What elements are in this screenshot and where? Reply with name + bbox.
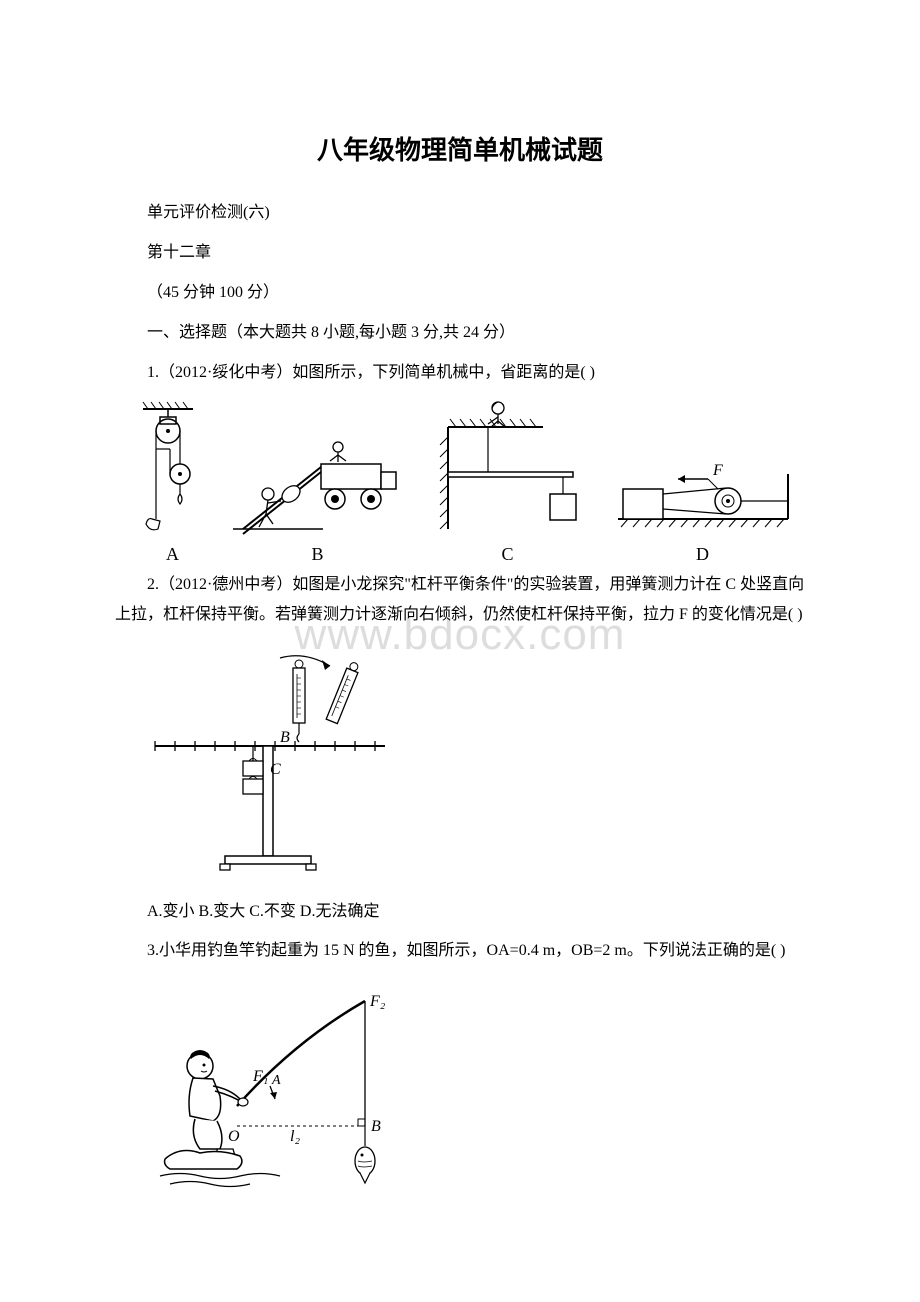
- svg-text:F₂: F₂: [369, 993, 386, 1010]
- q3-figure: F₂ B l₂ O F₁ A: [145, 981, 805, 1206]
- chapter-label: 第十二章: [115, 237, 805, 269]
- svg-text:O: O: [228, 1128, 240, 1145]
- q1-figures: A: [125, 399, 805, 565]
- section-header: 一、选择题（本大题共 8 小题,每小题 3 分,共 24 分）: [115, 317, 805, 349]
- q1-label-d: D: [696, 544, 709, 565]
- svg-text:F₁: F₁: [252, 1068, 268, 1085]
- svg-text:l₂: l₂: [290, 1128, 300, 1145]
- q2-text: 2.（2012·德州中考）如图是小龙探究"杠杆平衡条件"的实验装置，用弹簧测力计…: [115, 570, 805, 631]
- q1-figure-d: F: [613, 459, 793, 565]
- q1-label-c: C: [501, 544, 513, 565]
- svg-text:B: B: [371, 1118, 381, 1135]
- q1-d-force-label: F: [712, 462, 723, 479]
- subtitle: 单元评价检测(六): [115, 197, 805, 229]
- q2-options: A.变小 B.变大 C.不变 D.无法确定: [115, 896, 805, 928]
- q1-figure-b: B: [233, 429, 403, 565]
- q1-figure-c: C: [428, 399, 588, 565]
- duration-label: （45 分钟 100 分）: [115, 277, 805, 309]
- svg-text:C: C: [270, 761, 281, 778]
- q1-label-a: A: [166, 544, 179, 565]
- q1-text: 1.（2012·绥化中考）如图所示，下列简单机械中，省距离的是( ): [115, 357, 805, 389]
- q2-figure: B C: [145, 646, 805, 881]
- q3-text: 3.小华用钓鱼竿钓起重为 15 N 的鱼，如图所示，OA=0.4 m，OB=2 …: [115, 936, 805, 966]
- svg-text:A: A: [271, 1073, 281, 1088]
- svg-text:B: B: [280, 729, 290, 746]
- q1-figure-a: A: [138, 399, 208, 565]
- page-title: 八年级物理简单机械试题: [115, 130, 805, 167]
- page-content: 八年级物理简单机械试题 单元评价检测(六) 第十二章 （45 分钟 100 分）…: [115, 130, 805, 1206]
- q1-label-b: B: [311, 544, 323, 565]
